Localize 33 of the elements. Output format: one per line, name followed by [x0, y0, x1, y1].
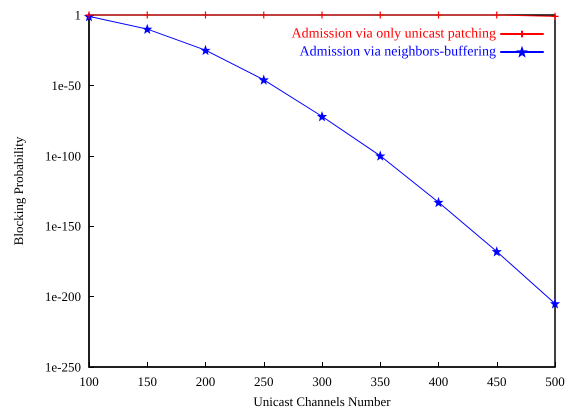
point	[434, 10, 443, 20]
point	[492, 10, 501, 20]
point	[376, 10, 384, 20]
point	[492, 247, 501, 256]
legend-label: Admission via neighbors-buffering	[300, 44, 496, 60]
y-tick-label: 1e-200	[44, 289, 81, 304]
x-tick-label: 500	[545, 374, 565, 389]
y-tick-label: 1e-250	[44, 360, 81, 374]
point	[434, 198, 443, 206]
point	[260, 10, 268, 20]
y-axis-title: Blocking Probability	[11, 136, 26, 246]
x-tick-label: 100	[79, 374, 99, 389]
y-tick-label: 1e-150	[44, 218, 81, 234]
x-tick-label: 250	[254, 374, 274, 389]
point	[201, 10, 210, 20]
point	[550, 12, 560, 21]
point	[143, 10, 152, 20]
point	[143, 24, 152, 34]
point	[318, 112, 326, 120]
point	[260, 76, 268, 84]
legend-label: Admission via only unicast patching	[291, 26, 496, 42]
point	[376, 152, 384, 160]
x-tick-label: 450	[487, 374, 506, 389]
x-axis-title: Unicast Channels Number	[253, 394, 392, 409]
x-tick-label: 350	[370, 374, 390, 389]
y-tick-label: 1e-50	[51, 78, 81, 93]
x-tick-label: 200	[196, 374, 216, 389]
y-tick-label: 1	[74, 8, 81, 22]
y-tick-label: 1e-100	[44, 148, 81, 164]
x-tick-label: 300	[312, 374, 332, 389]
x-tick-label: 400	[428, 374, 448, 389]
point	[318, 10, 326, 20]
x-tick-label: 150	[138, 374, 157, 389]
